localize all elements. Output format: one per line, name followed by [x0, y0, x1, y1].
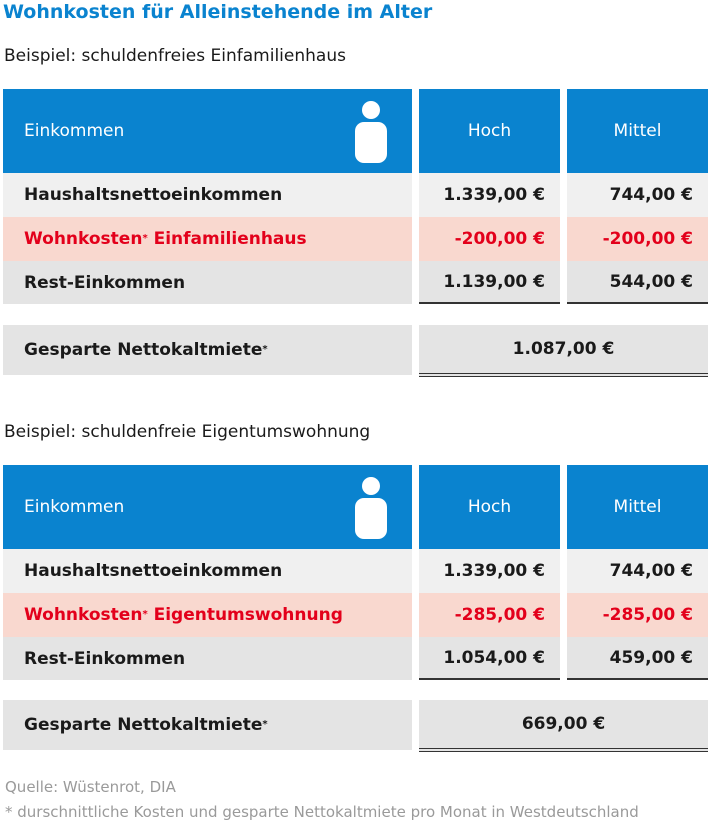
table2-row-rest-einkommen: Rest-Einkommen [3, 637, 412, 680]
row-label: Rest-Einkommen [24, 272, 186, 293]
page-title: Wohnkosten für Alleinstehende im Alter [3, 1, 433, 23]
row-label-suffix: Einfamilienhaus [147, 229, 307, 249]
table1-header-hoch: Hoch [419, 89, 560, 173]
person-icon [355, 101, 387, 163]
source-note: Quelle: Wüstenrot, DIA [5, 778, 176, 796]
table2-cell-mittel: -285,00 € [567, 593, 708, 637]
table2-cell-mittel: 459,00 € [567, 637, 708, 680]
table1-row-wohnkosten: Wohnkosten * Einfamilienhaus [3, 217, 412, 261]
table1-row-rest-einkommen: Rest-Einkommen [3, 261, 412, 304]
table2-cell-hoch: -285,00 € [419, 593, 560, 637]
savings-label: Gesparte Nettokaltmiete [24, 340, 263, 360]
table2-row-wohnkosten: Wohnkosten * Eigentumswohnung [3, 593, 412, 637]
table2-header-label: Einkommen [24, 497, 125, 517]
table1-header-mittel: Mittel [567, 89, 708, 173]
footnote: * durschnittliche Kosten und gesparte Ne… [5, 803, 639, 821]
table1-cell-hoch: 1.339,00 € [419, 173, 560, 217]
savings-label: Gesparte Nettokaltmiete [24, 715, 263, 735]
row-label: Haushaltsnettoeinkommen [24, 185, 283, 205]
table1-cell-hoch: -200,00 € [419, 217, 560, 261]
footnote-marker: * [262, 718, 268, 730]
table2-savings-row: Gesparte Nettokaltmiete * [3, 700, 412, 750]
row-label: Rest-Einkommen [24, 648, 186, 669]
row-label: Haushaltsnettoeinkommen [24, 561, 283, 581]
table2-row-haushaltsnettoeinkommen: Haushaltsnettoeinkommen [3, 549, 412, 593]
table1-row-haushaltsnettoeinkommen: Haushaltsnettoeinkommen [3, 173, 412, 217]
table1-subtitle: Beispiel: schuldenfreies Einfamilienhaus [4, 46, 346, 66]
table1-cell-mittel: 744,00 € [567, 173, 708, 217]
table2-cell-mittel: 744,00 € [567, 549, 708, 593]
table1-cell-mittel: 544,00 € [567, 261, 708, 304]
footnote-marker: * [262, 343, 268, 355]
footnote-marker: * [142, 232, 148, 244]
table1-cell-mittel: -200,00 € [567, 217, 708, 261]
table2-header-hoch: Hoch [419, 465, 560, 549]
table2-cell-hoch: 1.054,00 € [419, 637, 560, 680]
table1-header-label: Einkommen [24, 121, 125, 141]
table2-header-einkommen: Einkommen [3, 465, 412, 549]
footnote-marker: * [142, 608, 148, 620]
table1-savings-value: 1.087,00 € [419, 325, 708, 377]
table2-savings-value: 669,00 € [419, 700, 708, 752]
row-label-suffix: Eigentumswohnung [147, 605, 343, 625]
table2-cell-hoch: 1.339,00 € [419, 549, 560, 593]
table2-header-mittel: Mittel [567, 465, 708, 549]
person-icon [355, 477, 387, 539]
table2-subtitle: Beispiel: schuldenfreie Eigentumswohnung [4, 422, 371, 442]
table1-header-einkommen: Einkommen [3, 89, 412, 173]
row-label: Wohnkosten [24, 229, 143, 249]
table1-savings-row: Gesparte Nettokaltmiete * [3, 325, 412, 375]
table1-cell-hoch: 1.139,00 € [419, 261, 560, 304]
row-label: Wohnkosten [24, 605, 143, 625]
